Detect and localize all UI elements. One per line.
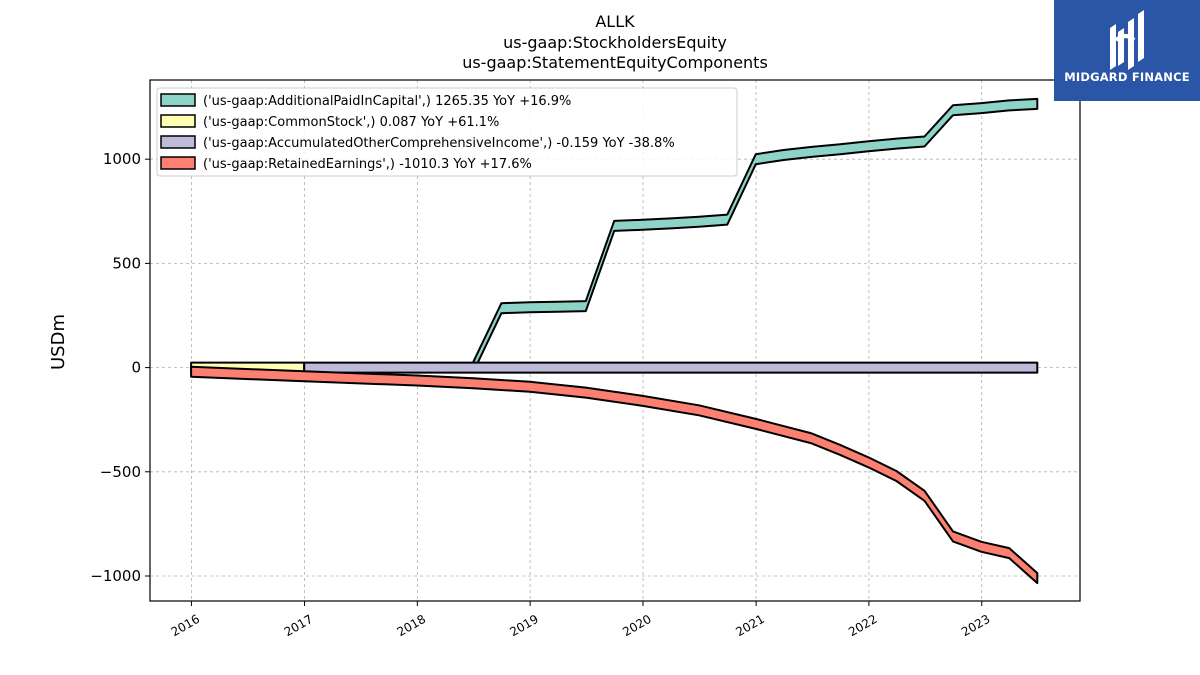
title-line-3: us-gaap:StatementEquityComponents xyxy=(462,53,768,72)
legend-swatch xyxy=(160,93,196,107)
x-tick-label: 2021 xyxy=(733,612,766,639)
y-tick-label: 500 xyxy=(112,254,141,272)
series-area-3 xyxy=(190,365,1039,585)
x-tick-label: 2017 xyxy=(282,612,315,639)
legend-swatch xyxy=(160,135,196,149)
y-tick-label: −1000 xyxy=(90,567,141,585)
series-area-0 xyxy=(472,97,1039,374)
x-tick-label: 2020 xyxy=(620,612,653,639)
legend-label: ('us-gaap:AccumulatedOtherComprehensiveI… xyxy=(203,136,675,151)
x-tick-label: 2016 xyxy=(169,612,202,639)
legend-label: ('us-gaap:RetainedEarnings',) -1010.3 Yo… xyxy=(203,157,532,172)
legend-label: ('us-gaap:AdditionalPaidInCapital',) 126… xyxy=(203,94,571,109)
x-tick-label: 2019 xyxy=(507,612,540,639)
series-layer xyxy=(190,97,1039,585)
y-tick-label: 0 xyxy=(131,359,141,377)
legend: ('us-gaap:AdditionalPaidInCapital',) 126… xyxy=(156,87,738,177)
legend-box xyxy=(156,87,738,177)
brand-logo: MIDGARD FINANCE xyxy=(1054,0,1200,101)
chart-title: ALLK us-gaap:StockholdersEquity us-gaap:… xyxy=(462,12,768,72)
x-tick-label: 2023 xyxy=(959,612,992,639)
midgard-logo-icon xyxy=(1110,10,1144,70)
y-tick-label: 1000 xyxy=(103,150,141,168)
y-axis: 1000 500 0 −500 −1000 xyxy=(90,150,150,585)
y-tick-label: −500 xyxy=(100,463,141,481)
legend-swatch xyxy=(160,114,196,128)
x-tick-label: 2018 xyxy=(395,612,428,639)
y-axis-label: USDm xyxy=(48,314,69,370)
legend-label: ('us-gaap:CommonStock',) 0.087 YoY +61.1… xyxy=(203,115,499,130)
title-line-1: ALLK xyxy=(595,12,635,31)
legend-swatch xyxy=(160,156,196,170)
title-line-2: us-gaap:StockholdersEquity xyxy=(503,33,727,52)
series-area-2 xyxy=(303,361,1039,374)
plot-frame xyxy=(149,79,1081,602)
x-axis: 2016 2017 2018 2019 2020 2021 2022 2023 xyxy=(169,601,992,639)
x-tick-label: 2022 xyxy=(846,612,879,639)
logo-text: MIDGARD FINANCE xyxy=(1064,70,1190,84)
